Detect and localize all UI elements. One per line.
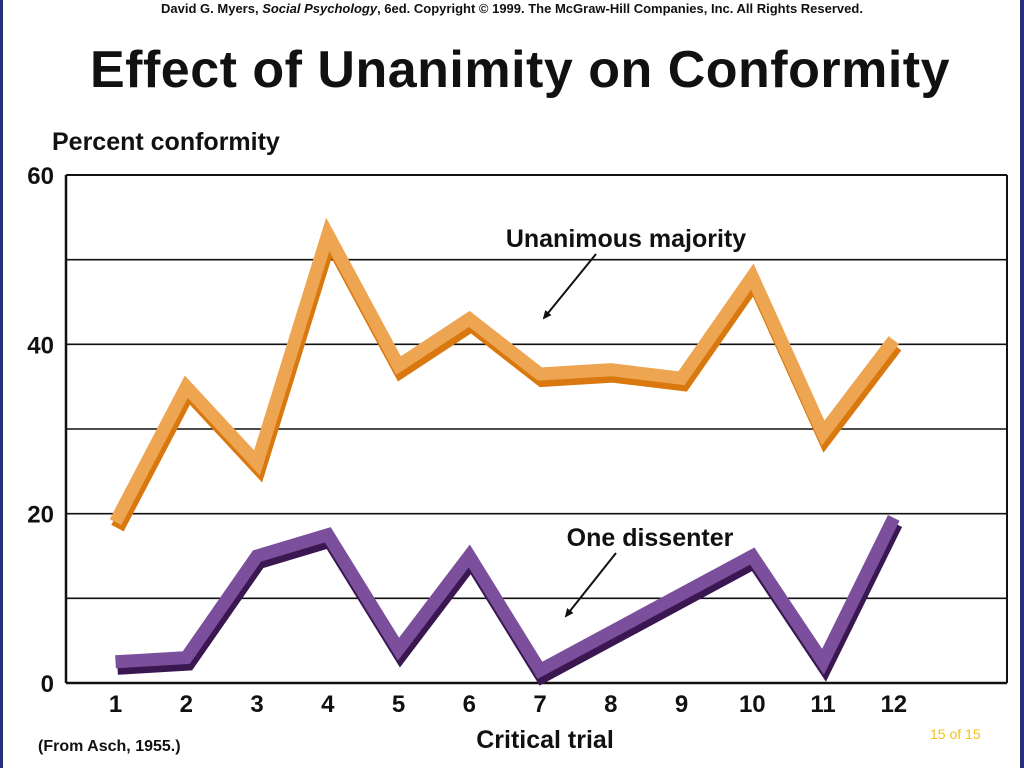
copyright-line: David G. Myers, Social Psychology, 6ed. … <box>0 1 1024 16</box>
y-tick-label: 20 <box>27 502 54 529</box>
chart-title: Effect of Unanimity on Conformity <box>89 41 951 99</box>
x-axis-label: Critical trial <box>476 726 614 754</box>
copyright-author: David G. Myers, <box>161 1 263 16</box>
x-tick-label: 6 <box>463 691 476 718</box>
y-axis-label: Percent conformity <box>52 128 280 156</box>
right-frame-edge <box>1020 0 1024 768</box>
x-tick-label: 8 <box>604 691 617 718</box>
x-tick-label: 1 <box>109 691 122 718</box>
series-one-dissenter-line <box>115 515 900 679</box>
x-tick-label: 7 <box>533 691 546 718</box>
x-tick-label: 11 <box>810 691 835 718</box>
y-tick-label: 60 <box>27 163 54 190</box>
series-unanimous-majority-shadow <box>111 222 902 532</box>
x-tick-label: 10 <box>739 691 766 718</box>
x-tick-label: 2 <box>180 691 193 718</box>
x-tick-label: 12 <box>880 691 907 718</box>
annotation-unanimous-majority: Unanimous majority <box>506 225 746 253</box>
x-tick-label: 9 <box>675 691 688 718</box>
x-tick-label: 5 <box>392 691 405 718</box>
x-tick-label: 3 <box>250 691 263 718</box>
copyright-book: Social Psychology <box>262 1 378 16</box>
left-frame-edge <box>0 0 3 768</box>
y-tick-label: 40 <box>27 332 54 359</box>
page-number: 15 of 15 <box>930 726 981 742</box>
source-citation: (From Asch, 1955.) <box>38 738 181 755</box>
y-tick-label: 0 <box>41 671 54 698</box>
copyright-rest: , 6ed. Copyright © 1999. The McGraw-Hill… <box>377 1 863 16</box>
annotation-arrow-dissenter <box>564 552 617 618</box>
annotation-arrow-majority <box>542 253 597 320</box>
x-tick-label: 4 <box>321 691 335 718</box>
series-unanimous-majority-line <box>109 217 899 526</box>
annotation-one-dissenter: One dissenter <box>567 524 734 552</box>
